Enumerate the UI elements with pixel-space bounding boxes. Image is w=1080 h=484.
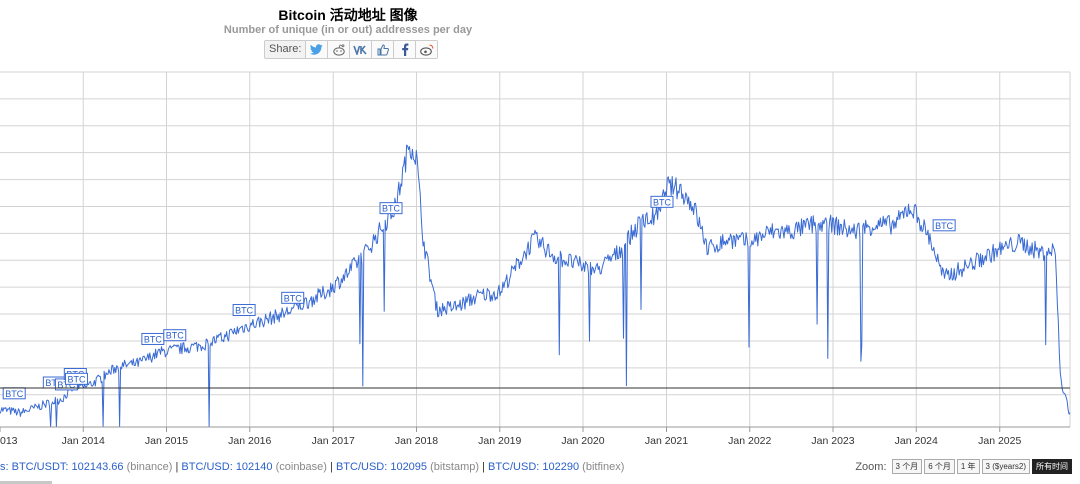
zoom-all-time-button[interactable]: 所有时间 [1032,459,1072,474]
chart-title: Bitcoin 活动地址 图像 [278,7,418,23]
btc-flag-box [281,291,305,304]
zoom-controls: Zoom: 3 个月 6 个月 1 年 3 ($years2) 所有时间 [855,459,1072,474]
btc-flag-label: BTC [235,306,254,316]
btc-flag-label: BTC [653,197,672,207]
price-bitfinex-source: (bitfinex) [582,461,625,473]
zoom-label: Zoom: [855,460,887,473]
x-tick-label: Jan 2014 [62,435,105,447]
x-tick-label: Jan 2020 [561,435,604,447]
x-tick-label: Jan 2023 [811,435,854,447]
share-bar: Share: [264,40,439,59]
chart-subtitle: Number of unique (in or out) addresses p… [223,24,473,36]
btc-flag[interactable]: BTC [932,219,956,232]
x-tick-label: Jan 2018 [395,435,438,447]
x-tick-label: Jan 2022 [728,435,771,447]
x-tick-label: Jan 2019 [478,435,521,447]
btc-flag-label: BTC [57,380,76,390]
price-bitstamp[interactable]: BTC/USD: 102095 [335,461,428,473]
vk-icon[interactable] [349,41,372,58]
x-tick-label: Jan 2024 [895,435,938,447]
btc-flag-box [650,195,674,208]
zoom-6-months-button[interactable]: 6 个月 [924,459,955,474]
x-tick-label: 013 [0,435,18,447]
btc-flag-label: BTC [45,378,64,388]
btc-flag-box [932,219,956,232]
btc-flag[interactable]: BTC [650,195,674,208]
price-coinbase-source: (coinbase) [275,461,327,473]
price-bitfinex[interactable]: BTC/USD: 102290 [488,461,580,473]
btc-flag-box [64,372,88,385]
price-binance-source: (binance) [126,461,173,473]
price-separator: | [482,461,485,473]
twitter-icon[interactable] [305,41,328,58]
x-tick-label: Jan 2015 [145,435,188,447]
series-line [0,144,1071,428]
btc-flag-box [232,304,256,317]
facebook-icon[interactable] [393,41,416,58]
x-tick-label: Jan 2016 [228,435,271,447]
btc-flag-label: BTC [382,204,401,214]
reddit-icon[interactable] [327,41,350,58]
btc-flag[interactable]: BTC [163,329,187,342]
zoom-3-years-button[interactable]: 3 ($years2) [981,459,1030,474]
horizontal-scrollbar[interactable] [0,481,52,484]
zoom-1-year-button[interactable]: 1 年 [956,459,980,474]
btc-flag[interactable]: BTC [141,332,165,345]
btc-flag-label: BTC [166,331,185,341]
share-label: Share: [269,43,302,55]
price-separator: | [175,461,179,473]
price-separator: | [330,461,333,473]
annotation-layer: BTCBTCBTCBTCBTCBTCBTCBTCBTCBTCBTCBTC [2,195,956,400]
btc-flag-label: BTC [935,221,954,231]
active-addresses-chart[interactable]: BTCBTCBTCBTCBTCBTCBTCBTCBTCBTCBTCBTC 013… [0,60,1080,448]
grid-lines [0,71,1071,427]
x-tick-label: Jan 2021 [645,435,688,447]
btc-flag-label: BTC [284,293,303,303]
btc-flag[interactable]: BTC [281,291,305,304]
btc-flag-label: BTC [144,334,163,344]
price-ticker: s: BTC/USDT: 102143.66 (binance) | BTC/U… [0,461,624,473]
price-coinbase[interactable]: BTC/USD: 102140 [181,461,273,473]
btc-flag-label: BTC [5,389,24,399]
weibo-icon[interactable] [415,41,438,58]
btc-flag[interactable]: BTC [379,202,403,215]
price-binance[interactable]: s: BTC/USDT: 102143.66 [0,461,124,473]
btc-flag[interactable]: BTC [2,387,26,400]
x-tick-label: Jan 2017 [312,435,355,447]
btc-flag[interactable]: BTC [232,304,256,317]
zoom-3-months-button[interactable]: 3 个月 [891,459,923,474]
btc-flag-label: BTC [67,374,86,384]
btc-flag-box [379,202,403,215]
footer: s: BTC/USDT: 102143.66 (binance) | BTC/U… [0,458,1080,478]
price-bitstamp-source: (bitstamp) [430,461,480,473]
series-line-layer [0,144,1071,428]
like-icon[interactable] [371,41,394,58]
x-axis: 013 Jan 2014 Jan 2015 Jan 2016 Jan 2017 Jan 2… [0,387,1070,447]
chart-area[interactable]: BTCBTCBTCBTCBTCBTCBTCBTCBTCBTCBTCBTC 013… [0,60,1080,448]
x-tick-label: Jan 2025 [978,435,1021,447]
btc-flag-box [163,329,187,342]
btc-flag[interactable]: BTC [64,372,88,385]
